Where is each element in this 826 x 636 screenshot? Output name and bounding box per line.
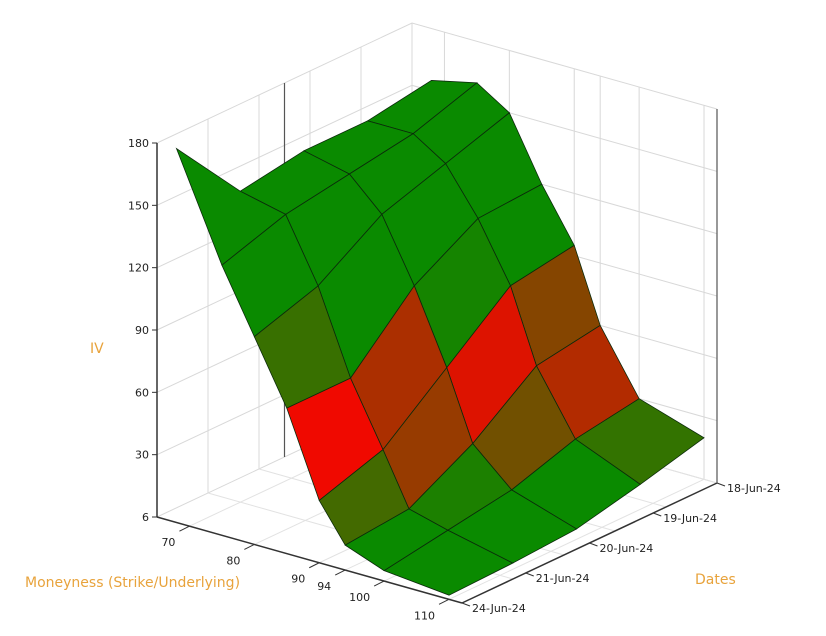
x-tick-label: 110: [414, 609, 435, 622]
y-tick-label: 21-Jun-24: [536, 572, 590, 585]
x-tick-mark: [309, 562, 320, 569]
x-tick-label: 80: [226, 554, 240, 567]
x-tick-label: 90: [291, 573, 305, 586]
x-axis-title: Moneyness (Strike/Underlying): [25, 575, 240, 591]
z-tick-label: 30: [135, 449, 149, 462]
y-tick-mark: [716, 482, 726, 487]
y-axis-title: Dates: [695, 572, 736, 588]
y-tick-mark: [653, 512, 662, 517]
x-tick-mark: [244, 543, 255, 550]
z-tick-label: 90: [135, 324, 149, 337]
iv-surface: [175, 80, 705, 596]
y-tick-label: 18-Jun-24: [727, 482, 781, 495]
surface-patch: [383, 529, 514, 596]
z-tick-label: 150: [128, 199, 149, 212]
y-tick-label: 19-Jun-24: [663, 512, 717, 525]
y-tick-label: 24-Jun-24: [472, 602, 526, 615]
z-tick-label: 60: [135, 386, 149, 399]
tick-labels: 180 150 120 90 60 30 6 70 80 90 94 100 110 18-Jun-24 1…: [128, 137, 781, 622]
x-tick-label: 94: [317, 580, 331, 593]
z-tick-label: 180: [128, 137, 149, 150]
x-tick-label: 100: [349, 591, 370, 604]
y-tick-label: 20-Jun-24: [600, 542, 654, 555]
x-tick-mark: [373, 580, 385, 587]
y-tick-mark: [525, 572, 534, 577]
floor-gridline: [448, 478, 705, 600]
x-axis-line: [156, 516, 463, 604]
z-tick-label: 120: [128, 262, 149, 275]
x-tick-mark: [438, 598, 450, 605]
x-tick-label: 70: [161, 536, 175, 549]
z-tick-label: 6: [142, 511, 149, 524]
z-axis-title: IV: [90, 341, 104, 357]
y-tick-mark: [461, 602, 471, 607]
x-tick-mark: [334, 569, 346, 576]
x-tick-mark: [179, 525, 190, 532]
y-tick-mark: [589, 542, 598, 547]
